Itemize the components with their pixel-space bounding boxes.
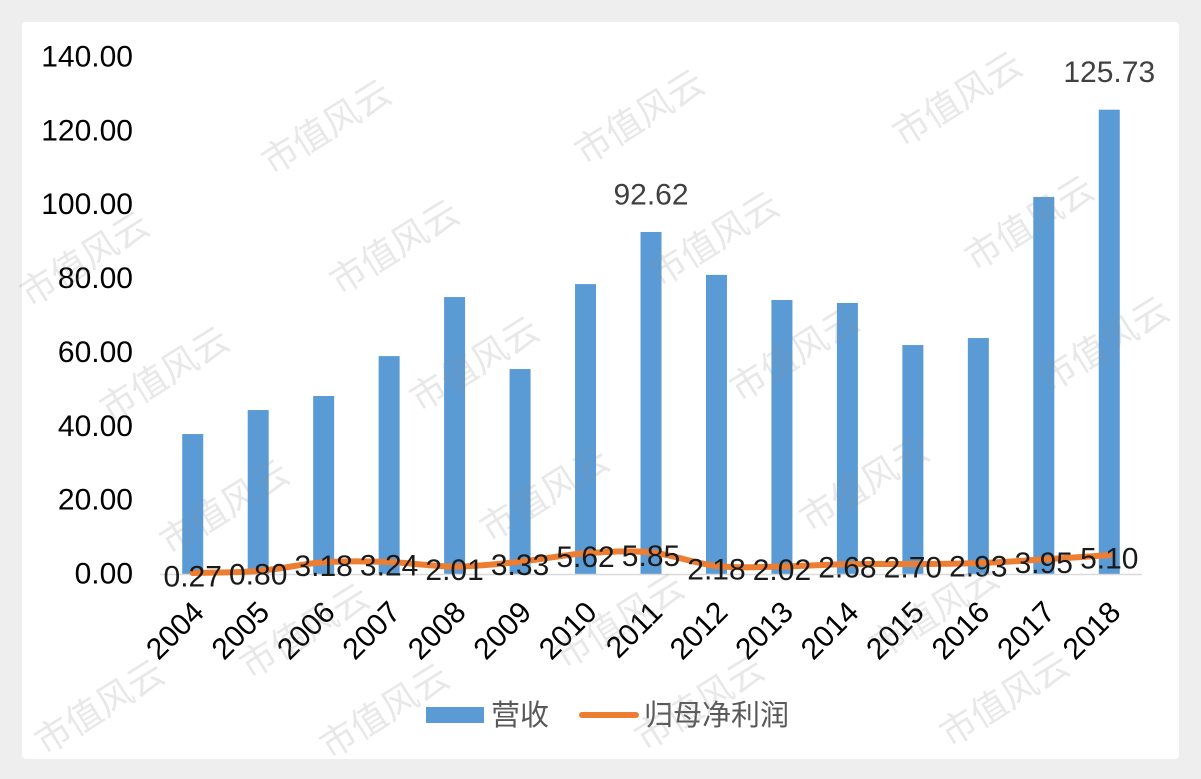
net-profit-point-2017 <box>1040 556 1047 563</box>
revenue-bar-2005 <box>247 410 269 574</box>
revenue-bar-2012 <box>705 274 727 574</box>
x-tick-label: 2010 <box>533 596 604 667</box>
revenue-bar-2014 <box>836 302 858 574</box>
legend-item-revenue: 营收 <box>426 698 549 732</box>
net-profit-data-label-2014: 2.68 <box>818 552 876 585</box>
x-tick-label: 2017 <box>991 596 1062 667</box>
line-data-labels: 0.27 0.80 3.18 3.24 2.01 3.33 5.62 5.85 2.18 2.02… <box>164 540 1139 594</box>
y-tick-label: 80.00 <box>58 262 133 295</box>
y-tick-label: 120.00 <box>41 114 133 147</box>
net-profit-point-2007 <box>386 559 393 566</box>
net-profit-point-2005 <box>255 568 262 575</box>
net-profit-data-label-2009: 3.33 <box>491 549 549 582</box>
net-profit-data-label-2018: 5.10 <box>1080 543 1138 576</box>
revenue-bar-2008 <box>444 297 466 574</box>
y-axis: 0.00 20.00 40.00 60.00 80.00 100.00 120.00 140.… <box>41 41 133 591</box>
net-profit-point-2009 <box>517 558 524 565</box>
net-profit-data-label-2006: 3.18 <box>294 550 352 583</box>
net-profit-data-label-2007: 3.24 <box>360 550 418 583</box>
net-profit-line-series <box>189 548 1113 576</box>
x-tick-label: 2005 <box>206 596 277 667</box>
y-tick-label: 140.00 <box>41 41 133 74</box>
net-profit-data-label-2012: 2.18 <box>687 553 745 586</box>
net-profit-point-2015 <box>909 561 916 568</box>
net-profit-data-label-2015: 2.70 <box>884 552 942 585</box>
y-tick-label: 20.00 <box>58 484 133 517</box>
x-tick-label: 2016 <box>926 596 997 667</box>
net-profit-data-label-2011: 5.85 <box>622 540 680 573</box>
revenue-bar-2018 <box>1098 109 1120 574</box>
net-profit-data-label-2016: 2.93 <box>949 551 1007 584</box>
y-tick-label: 0.00 <box>75 558 133 591</box>
revenue-bar-2016 <box>967 338 989 574</box>
net-profit-data-label-2013: 2.02 <box>753 554 811 587</box>
revenue-bar-2004 <box>182 434 204 574</box>
revenue-bar-2007 <box>378 356 400 574</box>
y-tick-label: 40.00 <box>58 410 133 443</box>
net-profit-point-2008 <box>451 563 458 570</box>
revenue-bar-2017 <box>1033 196 1055 574</box>
net-profit-point-2018 <box>1106 552 1113 559</box>
x-tick-label: 2013 <box>729 596 800 667</box>
bar-data-labels: 92.62 125.73 <box>613 56 1155 211</box>
legend-item-net-profit: 归母净利润 <box>579 698 789 732</box>
revenue-bar-2015 <box>902 345 924 574</box>
x-tick-label: 2011 <box>600 596 669 665</box>
x-axis: 2004200520062007200820092010201120122013… <box>140 596 1127 667</box>
net-profit-point-2011 <box>648 549 654 556</box>
x-tick-label: 2015 <box>860 596 931 667</box>
revenue-bar-2009 <box>509 369 531 574</box>
legend-label-revenue: 营收 <box>491 698 549 732</box>
y-tick-label: 60.00 <box>58 336 133 369</box>
net-profit-point-2004 <box>189 570 196 576</box>
net-profit-point-2014 <box>844 561 851 568</box>
revenue-bar-series <box>182 109 1120 574</box>
net-profit-point-2016 <box>975 560 982 567</box>
x-tick-label: 2007 <box>337 596 408 667</box>
revenue-data-label-2018: 125.73 <box>1063 56 1155 89</box>
net-profit-point-2012 <box>713 562 720 569</box>
x-tick-label: 2018 <box>1057 596 1128 667</box>
x-tick-label: 2009 <box>467 596 538 667</box>
revenue-bar-2013 <box>771 299 793 574</box>
net-profit-data-label-2005: 0.80 <box>229 559 287 592</box>
net-profit-point-2013 <box>778 563 785 570</box>
x-tick-label: 2004 <box>140 596 211 667</box>
revenue-bar-2010 <box>575 284 597 574</box>
x-tick-label: 2006 <box>271 596 342 667</box>
x-tick-label: 2008 <box>402 596 473 667</box>
revenue-bar-2006 <box>313 396 335 574</box>
legend-swatch-revenue <box>426 707 484 723</box>
x-tick-label: 2014 <box>795 596 866 667</box>
net-profit-data-label-2008: 2.01 <box>425 554 483 587</box>
legend: 营收 归母净利润 <box>426 698 789 732</box>
net-profit-data-label-2004: 0.27 <box>164 561 222 594</box>
y-tick-label: 100.00 <box>41 188 133 221</box>
net-profit-point-2010 <box>582 550 589 557</box>
net-profit-point-2006 <box>320 559 327 566</box>
x-tick-label: 2012 <box>664 596 735 667</box>
revenue-data-label-2011: 92.62 <box>613 178 688 211</box>
revenue-bar-2011 <box>640 231 662 574</box>
net-profit-data-label-2017: 3.95 <box>1015 547 1073 580</box>
legend-label-net-profit: 归母净利润 <box>644 698 789 732</box>
net-profit-data-label-2010: 5.62 <box>556 541 614 574</box>
